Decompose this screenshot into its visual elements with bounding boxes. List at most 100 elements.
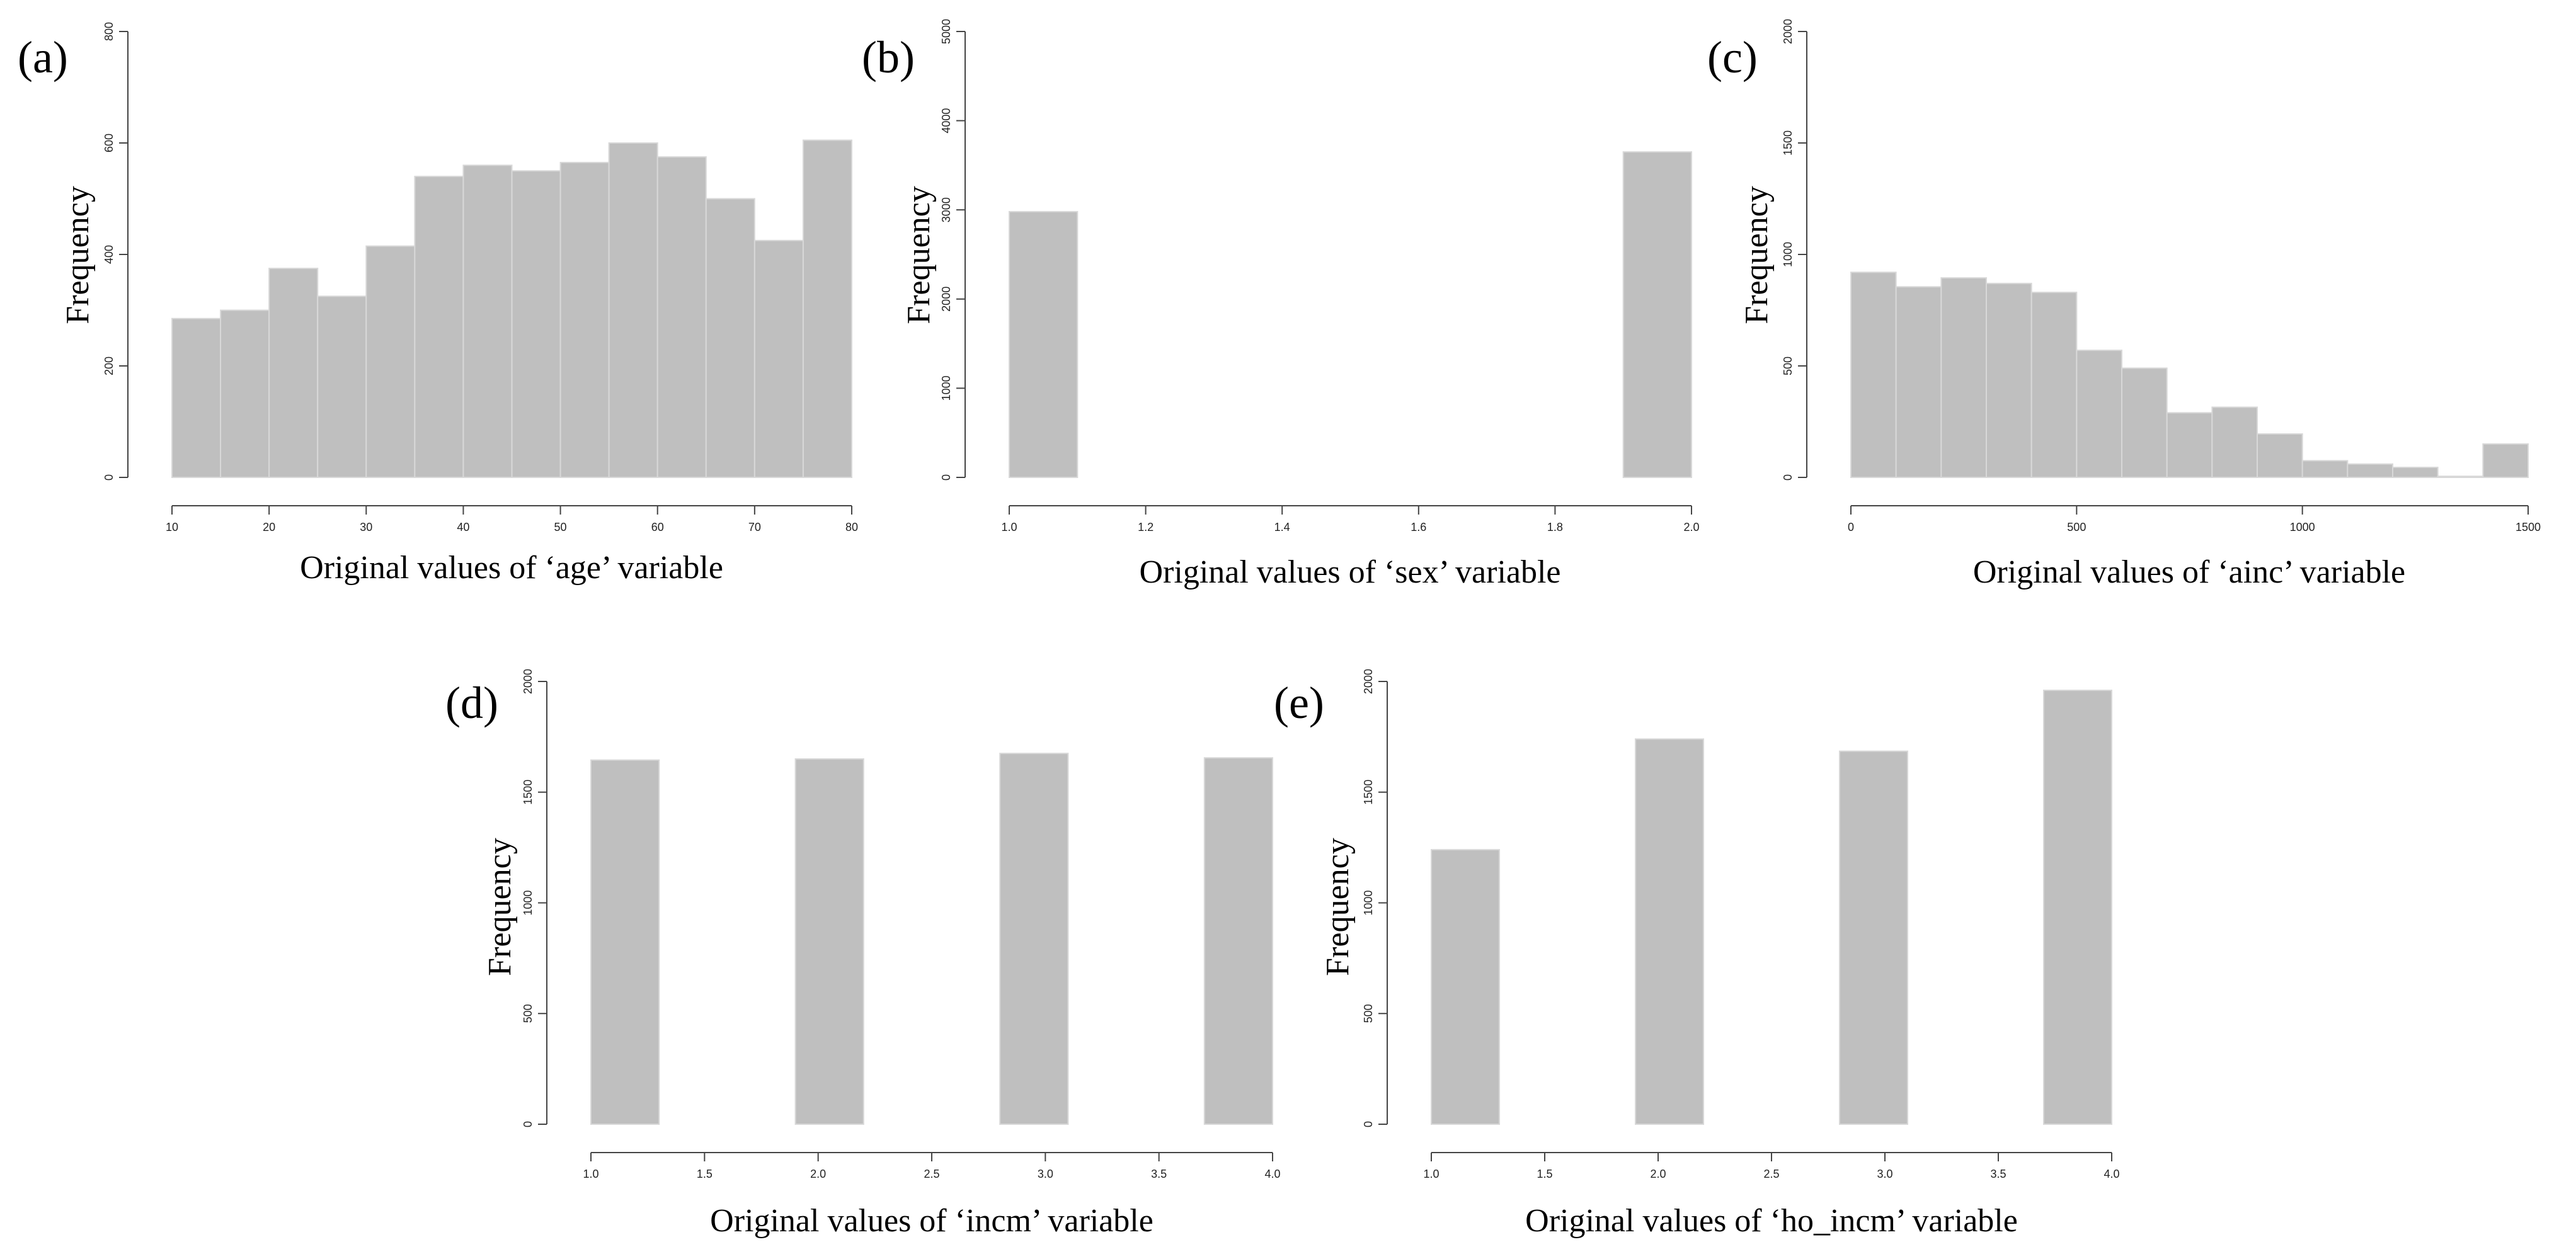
x-tick-label-d-3: 2.5 xyxy=(924,1168,939,1180)
y-axis-label-e: Frequency xyxy=(1320,838,1356,976)
y-tick-label-b-2: 2000 xyxy=(940,287,953,312)
x-tick-label-e-5: 3.5 xyxy=(1990,1168,2006,1180)
panel-label-d: (d) xyxy=(445,678,498,728)
bar-a-4 xyxy=(365,245,416,478)
y-tick-label-c-2: 1000 xyxy=(1782,242,1794,267)
bar-c-7 xyxy=(2166,412,2213,479)
y-axis-label-d: Frequency xyxy=(482,838,518,976)
y-axis-label-c: Frequency xyxy=(1739,186,1775,324)
panel-label-a: (a) xyxy=(18,32,68,83)
bar-a-6 xyxy=(462,164,513,478)
bar-b-0 xyxy=(1009,211,1079,478)
panel-label-b: (b) xyxy=(862,32,915,83)
x-tick-label-b-2: 1.4 xyxy=(1274,521,1290,533)
x-tick-label-e-4: 3.0 xyxy=(1877,1168,1892,1180)
bar-c-12 xyxy=(2392,467,2439,479)
x-tick-label-e-0: 1.0 xyxy=(1423,1168,1439,1180)
y-tick-label-e-1: 500 xyxy=(1362,1004,1375,1023)
x-tick-label-e-6: 4.0 xyxy=(2104,1168,2119,1180)
y-tick-label-b-0: 0 xyxy=(940,474,953,481)
bar-a-7 xyxy=(511,170,561,478)
bar-c-8 xyxy=(2211,406,2258,478)
y-tick-label-c-1: 500 xyxy=(1782,356,1794,375)
x-tick-label-b-3: 1.6 xyxy=(1411,521,1426,533)
x-tick-label-a-6: 70 xyxy=(748,521,761,533)
y-tick-label-e-3: 1500 xyxy=(1362,780,1375,805)
x-axis-label-c: Original values of ‘ainc’ variable xyxy=(1973,554,2405,590)
y-tick-label-a-0: 0 xyxy=(103,474,115,481)
bar-c-9 xyxy=(2257,433,2303,478)
x-tick-label-e-2: 2.0 xyxy=(1650,1168,1666,1180)
bar-c-0 xyxy=(1850,271,1897,478)
bar-c-2 xyxy=(1940,277,1987,478)
bar-a-11 xyxy=(705,198,755,478)
x-tick-label-a-0: 10 xyxy=(166,521,178,533)
bar-e-0 xyxy=(1431,849,1500,1125)
x-tick-label-b-5: 2.0 xyxy=(1683,521,1699,533)
bar-a-2 xyxy=(268,268,319,478)
bar-e-2 xyxy=(1839,750,1908,1125)
bar-d-2 xyxy=(999,753,1069,1125)
x-tick-label-a-2: 30 xyxy=(360,521,372,533)
bar-a-12 xyxy=(753,239,804,478)
x-tick-label-d-6: 4.0 xyxy=(1264,1168,1280,1180)
y-tick-label-c-4: 2000 xyxy=(1782,19,1794,44)
y-tick-label-c-0: 0 xyxy=(1782,474,1794,481)
x-tick-label-c-1: 500 xyxy=(2067,521,2086,533)
y-tick-label-b-3: 3000 xyxy=(940,197,953,222)
x-tick-label-d-1: 1.5 xyxy=(697,1168,713,1180)
bar-e-1 xyxy=(1635,738,1704,1125)
x-axis-label-d: Original values of ‘incm’ variable xyxy=(710,1203,1153,1239)
y-tick-label-b-4: 4000 xyxy=(940,108,953,134)
bar-d-0 xyxy=(590,759,660,1125)
y-tick-label-b-5: 5000 xyxy=(940,19,953,44)
x-tick-label-c-3: 1500 xyxy=(2516,521,2541,533)
y-tick-label-e-4: 2000 xyxy=(1362,669,1375,694)
bar-a-13 xyxy=(802,139,853,478)
y-tick-label-d-3: 1500 xyxy=(522,780,534,805)
y-tick-label-b-1: 1000 xyxy=(940,375,953,401)
bar-c-4 xyxy=(2030,292,2078,478)
bar-a-8 xyxy=(559,161,610,478)
y-tick-label-a-1: 200 xyxy=(103,356,115,375)
bar-c-3 xyxy=(1986,283,2032,478)
x-tick-label-b-4: 1.8 xyxy=(1547,521,1563,533)
x-axis-label-b: Original values of ‘sex’ variable xyxy=(1140,554,1561,590)
y-tick-label-d-0: 0 xyxy=(522,1121,534,1127)
y-tick-label-a-4: 800 xyxy=(103,22,115,41)
x-tick-label-b-0: 1.0 xyxy=(1001,521,1017,533)
x-tick-label-d-4: 3.0 xyxy=(1038,1168,1053,1180)
panel-label-e: (e) xyxy=(1274,678,1324,728)
bar-b-1 xyxy=(1622,151,1692,479)
x-tick-label-a-5: 60 xyxy=(651,521,664,533)
bar-c-5 xyxy=(2076,350,2122,478)
bar-a-0 xyxy=(171,317,222,478)
bar-a-1 xyxy=(220,309,270,478)
bar-e-3 xyxy=(2043,690,2112,1125)
x-axis-label-e: Original values of ‘ho_incm’ variable xyxy=(1525,1203,2018,1239)
bar-d-3 xyxy=(1203,757,1274,1125)
bar-c-6 xyxy=(2121,367,2168,478)
y-axis-label-a: Frequency xyxy=(60,186,96,324)
x-tick-label-c-2: 1000 xyxy=(2290,521,2315,533)
x-axis-label-a: Original values of ‘age’ variable xyxy=(300,550,723,586)
bar-d-1 xyxy=(794,758,864,1125)
y-tick-label-d-2: 1000 xyxy=(522,890,534,915)
y-tick-label-a-2: 400 xyxy=(103,245,115,264)
y-tick-label-e-2: 1000 xyxy=(1362,890,1375,915)
y-tick-label-a-3: 600 xyxy=(103,134,115,152)
y-tick-label-d-1: 500 xyxy=(522,1004,534,1023)
x-tick-label-a-7: 80 xyxy=(845,521,858,533)
y-axis-label-b: Frequency xyxy=(901,186,937,324)
x-tick-label-d-5: 3.5 xyxy=(1151,1168,1167,1180)
x-tick-label-d-0: 1.0 xyxy=(583,1168,598,1180)
x-tick-label-a-1: 20 xyxy=(263,521,275,533)
y-tick-label-d-4: 2000 xyxy=(522,669,534,694)
x-tick-label-a-4: 50 xyxy=(554,521,567,533)
